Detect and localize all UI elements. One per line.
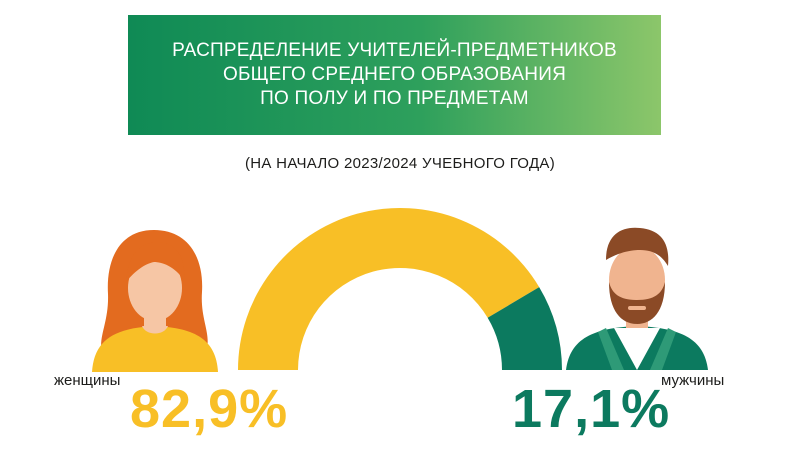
gender-half-donut-chart [238, 208, 562, 370]
arc-women [238, 208, 540, 370]
women-percent: 82,9% [130, 379, 289, 439]
title-line-3: ПО ПОЛУ И ПО ПРЕДМЕТАМ [260, 88, 529, 109]
title-banner: РАСПРЕДЕЛЕНИЕ УЧИТЕЛЕЙ-ПРЕДМЕТНИКОВ ОБЩЕ… [128, 15, 661, 135]
subtitle: (НА НАЧАЛО 2023/2024 УЧЕБНОГО ГОДА) [244, 155, 556, 172]
title-line-1: РАСПРЕДЕЛЕНИЕ УЧИТЕЛЕЙ-ПРЕДМЕТНИКОВ [172, 40, 617, 61]
arc-men [487, 287, 562, 370]
man-avatar-icon [566, 227, 708, 370]
woman-avatar-icon [92, 230, 218, 372]
women-label: женщины [54, 372, 121, 389]
men-percent: 17,1% [512, 379, 671, 439]
title-line-2: ОБЩЕГО СРЕДНЕГО ОБРАЗОВАНИЯ [223, 64, 566, 85]
men-label: мужчины [661, 372, 725, 389]
